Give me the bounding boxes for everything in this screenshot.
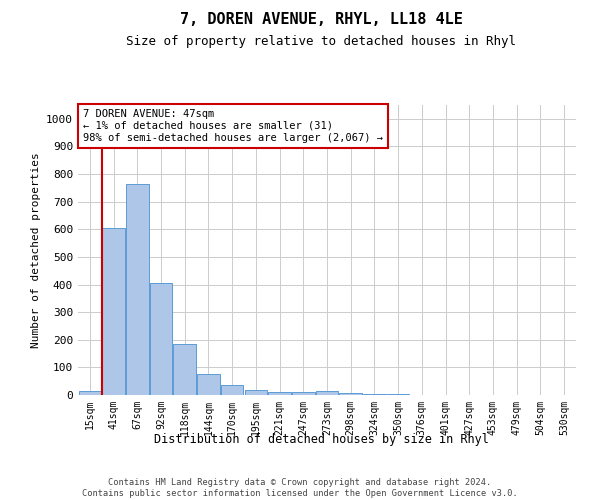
Bar: [387, 394, 409, 395]
Text: 7 DOREN AVENUE: 47sqm
← 1% of detached houses are smaller (31)
98% of semi-detac: 7 DOREN AVENUE: 47sqm ← 1% of detached h…: [83, 110, 383, 142]
Bar: [316, 392, 338, 395]
Bar: [292, 392, 314, 395]
Y-axis label: Number of detached properties: Number of detached properties: [31, 152, 41, 348]
Bar: [245, 390, 267, 395]
Bar: [363, 394, 386, 395]
Bar: [221, 385, 244, 395]
Text: Distribution of detached houses by size in Rhyl: Distribution of detached houses by size …: [154, 432, 488, 446]
Bar: [79, 391, 101, 395]
Bar: [126, 184, 149, 395]
Bar: [268, 392, 291, 395]
Bar: [103, 228, 125, 395]
Text: 7, DOREN AVENUE, RHYL, LL18 4LE: 7, DOREN AVENUE, RHYL, LL18 4LE: [179, 12, 463, 28]
Bar: [340, 393, 362, 395]
Bar: [150, 283, 172, 395]
Text: Contains HM Land Registry data © Crown copyright and database right 2024.
Contai: Contains HM Land Registry data © Crown c…: [82, 478, 518, 498]
Bar: [173, 344, 196, 395]
Text: Size of property relative to detached houses in Rhyl: Size of property relative to detached ho…: [126, 35, 516, 48]
Bar: [197, 374, 220, 395]
